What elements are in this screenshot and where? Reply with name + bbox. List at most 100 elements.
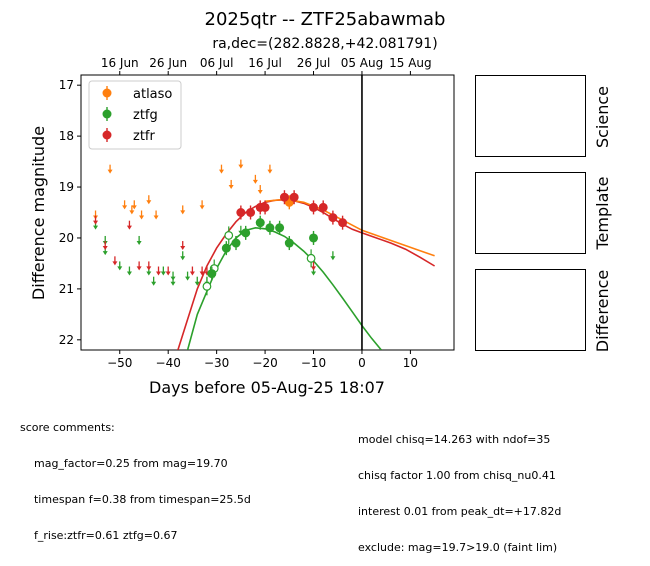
top-axis-tick-label: 15 Aug [389, 56, 432, 70]
top-axis-tick-label: 26 Jul [297, 56, 331, 70]
upper-limit-marker [136, 235, 142, 245]
top-axis-tick-label: 06 Jul [200, 56, 234, 70]
x-tick-label: 10 [403, 356, 418, 370]
upper-limit-head [267, 169, 273, 174]
y-tick-label: 21 [59, 282, 74, 296]
upper-limit-head [180, 256, 186, 261]
open-point [224, 231, 234, 240]
upper-limit-marker [170, 276, 176, 286]
detection-point [284, 238, 294, 248]
upper-limit-head [136, 266, 142, 271]
y-tick-label: 22 [59, 333, 74, 347]
x-tick-label: −50 [107, 356, 132, 370]
comment-line: exclude: mag=19.7>19.0 (faint lim) [358, 541, 558, 554]
top-axis-tick-label: 26 Jun [149, 56, 187, 70]
chart-title: 2025qtr -- ZTF25abawmab [205, 9, 446, 30]
upper-limit-marker [153, 210, 159, 220]
upper-limit-head [102, 246, 108, 251]
legend-label-ztfg: ztfg [133, 108, 158, 123]
upper-limit-marker [122, 200, 128, 210]
x-tick-label: −10 [301, 356, 326, 370]
top-axis-tick-label: 16 Jul [248, 56, 282, 70]
x-axis-label: Days before 05-Aug-25 18:07 [149, 378, 385, 397]
upper-limit-marker [165, 266, 171, 276]
upper-limit-head [126, 225, 132, 230]
detection-point [241, 228, 251, 238]
detection-point [279, 192, 289, 202]
legend-label-ztfr: ztfr [133, 129, 155, 144]
upper-limit-head [139, 215, 145, 220]
detection-point [255, 218, 265, 228]
science-stamp [475, 75, 586, 157]
upper-limit-head [153, 215, 159, 220]
upper-limit-head [146, 266, 152, 271]
upper-limit-head [160, 271, 166, 276]
upper-limit-head [107, 169, 113, 174]
upper-limit-marker [112, 256, 118, 266]
upper-limit-head [311, 271, 317, 276]
upper-limit-head [151, 281, 157, 286]
upper-limit-head [146, 271, 152, 276]
plot-marks [93, 75, 436, 350]
detection-point [236, 208, 246, 217]
detection-point [318, 202, 328, 212]
upper-limit-head [146, 200, 152, 205]
difference-stamp [475, 269, 586, 351]
upper-limit-marker [131, 200, 137, 210]
upper-limit-marker [156, 266, 162, 276]
upper-limit-marker [199, 266, 205, 276]
y-axis-label: Difference magnitude [29, 126, 48, 300]
comment-line: model chisq=14.263 with ndof=35 [358, 433, 551, 446]
upper-limit-marker [267, 164, 273, 174]
upper-limit-head [185, 276, 191, 281]
upper-limit-head [228, 184, 234, 189]
upper-limit-head [257, 190, 263, 195]
detection-point [207, 269, 217, 279]
plot-frame [80, 74, 455, 351]
upper-limit-marker [218, 164, 224, 174]
upper-limit-marker [107, 164, 113, 174]
upper-limit-marker [194, 276, 200, 286]
upper-limit-head [93, 225, 99, 230]
upper-limit-head [117, 266, 123, 271]
y-tick-label: 20 [59, 231, 74, 245]
detection-point [338, 218, 348, 228]
upper-limit-marker [257, 185, 263, 195]
upper-limit-head [218, 169, 224, 174]
model-comments: model chisq=14.263 with ndof=35 chisq fa… [358, 410, 561, 566]
x-tick-label: −40 [156, 356, 181, 370]
plot-area: −50 −40 −30 −20 −10 0 10 17 18 19 20 21 22 16 Jun 26 J… [59, 56, 455, 370]
upper-limit-marker [180, 251, 186, 261]
top-axis-tick-label: 05 Aug [341, 56, 384, 70]
y-tick-label: 18 [59, 129, 74, 143]
upper-limit-marker [330, 251, 336, 261]
upper-limit-marker [126, 220, 132, 230]
detection-point [231, 238, 241, 248]
upper-limit-marker [160, 266, 166, 276]
x-tick-label: −20 [252, 356, 277, 370]
detection-point [221, 243, 231, 253]
x-tick-label: 0 [358, 356, 366, 370]
upper-limit-head [199, 205, 205, 210]
detection-point [265, 223, 275, 233]
upper-limit-marker [102, 241, 108, 251]
upper-limit-head [165, 271, 171, 276]
detection-point [309, 233, 319, 243]
upper-limit-marker [117, 261, 123, 271]
y-tick-label: 17 [59, 78, 74, 92]
x-tick-label: −30 [204, 356, 229, 370]
upper-limit-marker [180, 205, 186, 215]
detection-point [246, 208, 256, 217]
upper-limit-head [311, 266, 317, 271]
upper-limit-head [180, 210, 186, 215]
legend-marker-ztfr [102, 130, 112, 140]
upper-limit-marker [146, 195, 152, 205]
upper-limit-marker [93, 215, 99, 225]
legend-box [88, 80, 182, 150]
y-tick-label: 19 [59, 180, 74, 194]
upper-limit-marker [228, 179, 234, 189]
comment-line: timespan f=0.38 from timespan=25.5d [20, 493, 251, 506]
chart-subtitle: ra,dec=(282.8828,+42.081791) [212, 36, 437, 52]
upper-limit-head [194, 281, 200, 286]
upper-limit-head [156, 271, 162, 276]
